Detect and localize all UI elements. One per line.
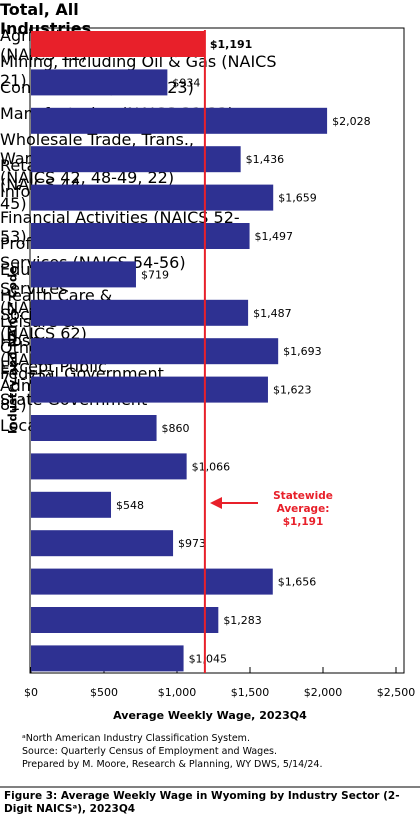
bar	[31, 491, 112, 518]
value-label: $1,283	[223, 614, 262, 627]
y-axis-title: Industry and NAICSᵃ Code	[6, 266, 20, 434]
bar	[31, 607, 219, 633]
bar	[31, 184, 274, 211]
bar	[31, 69, 168, 96]
bar	[31, 453, 187, 480]
bar	[31, 415, 157, 441]
plot-frame	[29, 27, 405, 674]
footnote: Source: Quarterly Census of Employment a…	[22, 746, 278, 757]
value-label: $1,659	[278, 192, 317, 205]
bar	[31, 146, 241, 173]
x-axis-title: Average Weekly Wage, 2023Q4	[113, 709, 307, 722]
x-tick-label: $2,000	[304, 686, 343, 699]
value-label: $1,623	[273, 384, 312, 397]
value-label: $1,497	[255, 230, 294, 243]
value-label: $548	[116, 499, 144, 512]
annotation: Statewide Average: $1,191	[273, 490, 333, 528]
value-label: $1,656	[278, 576, 317, 589]
bar	[31, 530, 174, 557]
value-label: $1,693	[283, 345, 322, 358]
bar	[31, 376, 268, 403]
value-label: $719	[141, 268, 169, 281]
value-label: $2,028	[332, 115, 371, 128]
caption: Figure 3: Average Weekly Wage in Wyoming…	[4, 790, 400, 815]
bar-label: Financial Activities (NAICS 52-53)	[0, 208, 240, 246]
value-label: $934	[172, 76, 200, 89]
x-tick-label: $1,500	[231, 686, 270, 699]
value-label: $1,487	[253, 307, 291, 320]
bar	[31, 107, 328, 134]
bar	[31, 338, 279, 365]
x-tick-label: $500	[90, 686, 118, 699]
bar	[31, 223, 250, 249]
bar	[31, 645, 184, 672]
bar	[31, 568, 273, 595]
value-label: $973	[178, 537, 206, 550]
value-label: $1,045	[189, 652, 228, 665]
x-tick-label: $2,500	[377, 686, 416, 699]
value-label: $1,066	[192, 460, 231, 473]
x-tick-label: $0	[24, 686, 38, 699]
value-label: $1,436	[246, 153, 285, 166]
bar	[31, 299, 249, 326]
value-label: $860	[162, 422, 190, 435]
footnote: ᵃNorth American Industry Classification …	[22, 733, 250, 744]
bar	[31, 261, 136, 288]
x-tick-label: $1,000	[158, 686, 197, 699]
annotation-arrowhead	[210, 497, 222, 509]
value-label: $1,191	[210, 38, 252, 51]
bar	[31, 31, 205, 57]
footnote: Prepared by M. Moore, Research & Plannin…	[22, 759, 323, 770]
